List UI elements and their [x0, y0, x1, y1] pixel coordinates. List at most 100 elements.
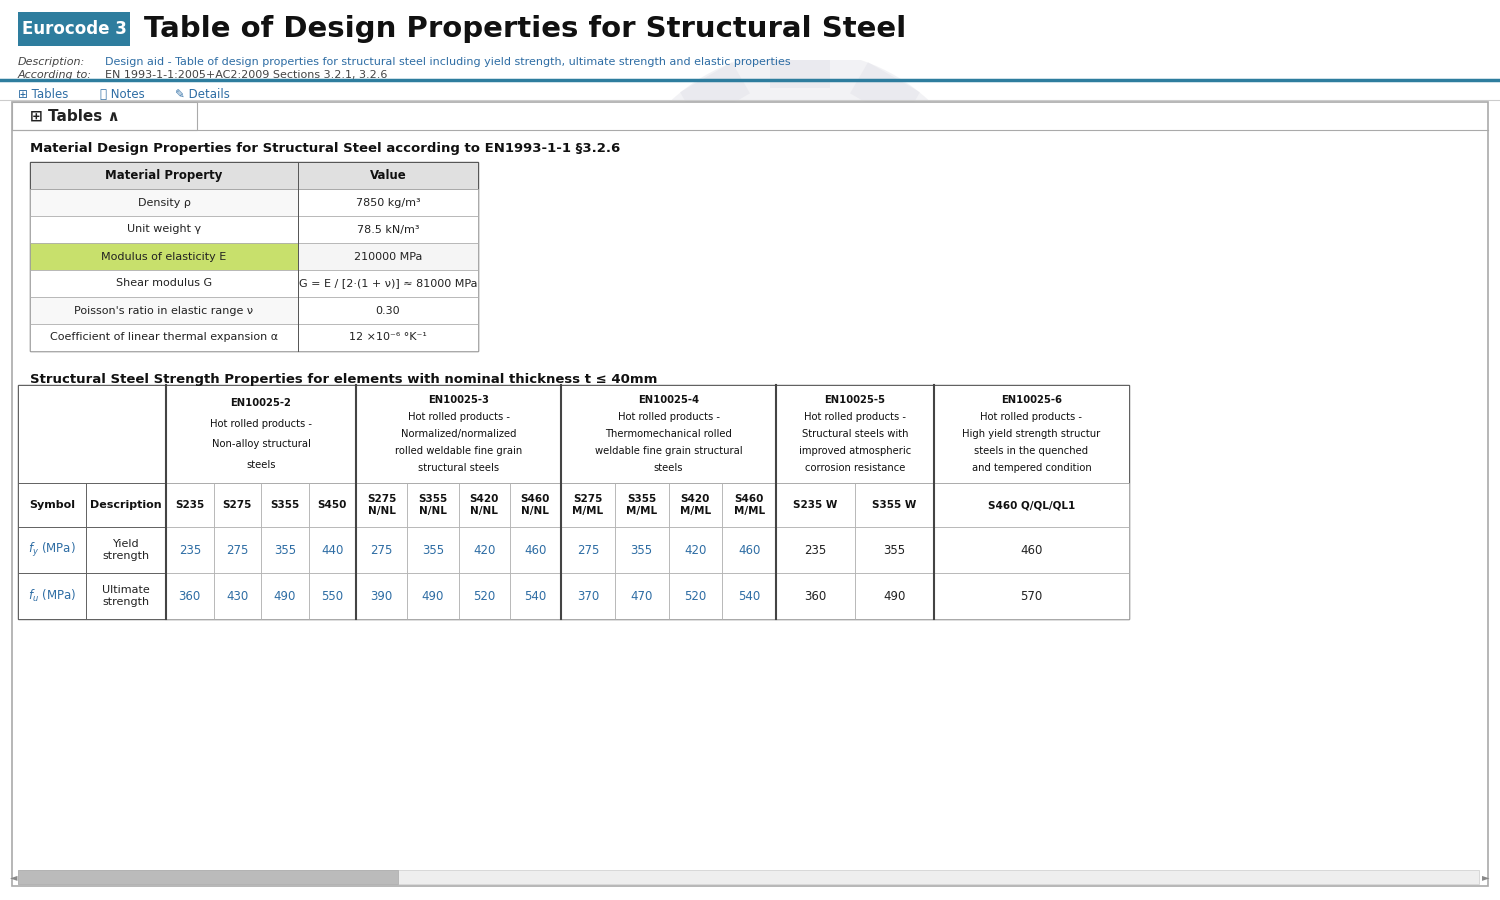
Text: Structural Steel Strength Properties for elements with nominal thickness t ≤ 40m: Structural Steel Strength Properties for… [30, 373, 657, 386]
Text: Hot rolled products -: Hot rolled products - [210, 418, 312, 428]
Text: 235: 235 [178, 544, 201, 556]
Bar [776, 385, 934, 483]
Bar [934, 573, 1130, 619]
Bar [561, 527, 615, 573]
Text: Yield
strength: Yield strength [102, 539, 150, 561]
Bar [30, 297, 299, 324]
Bar [776, 527, 855, 573]
Text: High yield strength structur: High yield strength structur [963, 429, 1101, 439]
Bar [459, 483, 510, 527]
Bar [261, 573, 309, 619]
Bar [0, 0, 1500, 60]
Bar [459, 527, 510, 573]
Bar [680, 62, 750, 123]
Bar [723, 527, 776, 573]
Bar [166, 573, 213, 619]
Text: S355: S355 [270, 500, 300, 510]
Bar [622, 290, 684, 360]
Text: ►: ► [1482, 872, 1490, 882]
Bar [298, 270, 478, 297]
Bar [18, 573, 86, 619]
Text: improved atmospheric: improved atmospheric [800, 446, 910, 456]
Text: Structural steels with: Structural steels with [801, 429, 907, 439]
Text: structural steels: structural steels [419, 463, 500, 473]
Bar [934, 385, 1130, 483]
Text: Shear modulus G: Shear modulus G [116, 278, 212, 289]
Bar [30, 243, 299, 270]
Text: Normalized/normalized: Normalized/normalized [400, 429, 516, 439]
Bar [298, 324, 478, 351]
Text: 275: 275 [576, 544, 598, 556]
Text: S235 W: S235 W [794, 500, 837, 510]
Bar [166, 483, 213, 527]
Text: Hot rolled products -: Hot rolled products - [618, 412, 720, 422]
Text: EN10025-2: EN10025-2 [231, 399, 291, 409]
Text: 390: 390 [370, 590, 393, 602]
Text: 7850 kg/m³: 7850 kg/m³ [356, 197, 420, 208]
Text: Ultimate
strength: Ultimate strength [102, 585, 150, 607]
Bar [18, 483, 86, 527]
Bar [12, 102, 196, 130]
Bar [669, 573, 723, 619]
Text: Thermomechanical rolled: Thermomechanical rolled [604, 429, 732, 439]
Text: Poisson's ratio in elastic range ν: Poisson's ratio in elastic range ν [75, 305, 254, 316]
Text: $f_y$ (MPa): $f_y$ (MPa) [28, 541, 76, 559]
Text: EN 1993-1-1:2005+AC2:2009 Sections 3.2.1, 3.2.6: EN 1993-1-1:2005+AC2:2009 Sections 3.2.1… [105, 70, 387, 80]
Bar [934, 483, 1130, 527]
Bar [561, 385, 776, 483]
Text: Hot rolled products -: Hot rolled products - [408, 412, 510, 422]
Text: corrosion resistance: corrosion resistance [806, 463, 904, 473]
Text: 440: 440 [321, 544, 344, 556]
Text: G = E / [2·(1 + ν)] ≈ 81000 MPa: G = E / [2·(1 + ν)] ≈ 81000 MPa [298, 278, 477, 289]
Text: rolled weldable fine grain: rolled weldable fine grain [394, 446, 522, 456]
Text: EN10025-6: EN10025-6 [1000, 395, 1062, 405]
Text: 520: 520 [472, 590, 495, 602]
Text: 460: 460 [524, 544, 546, 556]
Text: and tempered condition: and tempered condition [972, 463, 1092, 473]
Bar [615, 573, 669, 619]
Text: Design aid - Table of design properties for structural steel including yield str: Design aid - Table of design properties … [105, 57, 790, 67]
Text: 490: 490 [884, 590, 906, 602]
Bar [356, 527, 407, 573]
Text: Density ρ: Density ρ [138, 197, 190, 208]
Bar [298, 297, 478, 324]
Text: Description:: Description: [18, 57, 86, 67]
Bar [30, 189, 299, 216]
Bar [723, 573, 776, 619]
Bar [669, 483, 723, 527]
Bar [18, 870, 398, 884]
Text: steels in the quenched: steels in the quenched [975, 446, 1089, 456]
Text: 520: 520 [684, 590, 706, 602]
Bar [510, 483, 561, 527]
Bar [916, 120, 978, 190]
Bar [406, 573, 459, 619]
Text: S420
M/ML: S420 M/ML [680, 494, 711, 516]
Text: According to:: According to: [18, 70, 92, 80]
Text: Modulus of elasticity E: Modulus of elasticity E [102, 251, 226, 262]
Bar [30, 216, 299, 243]
Bar [86, 573, 166, 619]
Text: ⊞ Tables ∧: ⊞ Tables ∧ [30, 109, 120, 123]
Text: EN10025-5: EN10025-5 [825, 395, 885, 405]
Bar [213, 483, 261, 527]
Text: ⓘ Notes: ⓘ Notes [100, 88, 144, 101]
Bar [356, 483, 407, 527]
Text: S460 Q/QL/QL1: S460 Q/QL/QL1 [988, 500, 1076, 510]
Bar [309, 483, 356, 527]
Bar [86, 527, 166, 573]
Text: Symbol: Symbol [28, 500, 75, 510]
Bar [12, 102, 1488, 886]
Text: 430: 430 [226, 590, 249, 602]
Text: 355: 355 [884, 544, 906, 556]
Text: weldable fine grain structural: weldable fine grain structural [594, 446, 742, 456]
Text: S420
N/NL: S420 N/NL [470, 494, 500, 516]
Bar [669, 527, 723, 573]
Text: S355
M/ML: S355 M/ML [626, 494, 657, 516]
Bar [261, 527, 309, 573]
Bar [561, 573, 615, 619]
Bar [18, 527, 86, 573]
Text: 490: 490 [422, 590, 444, 602]
Bar [916, 290, 978, 360]
Text: Hot rolled products -: Hot rolled products - [981, 412, 1083, 422]
Text: EN10025-4: EN10025-4 [638, 395, 699, 405]
